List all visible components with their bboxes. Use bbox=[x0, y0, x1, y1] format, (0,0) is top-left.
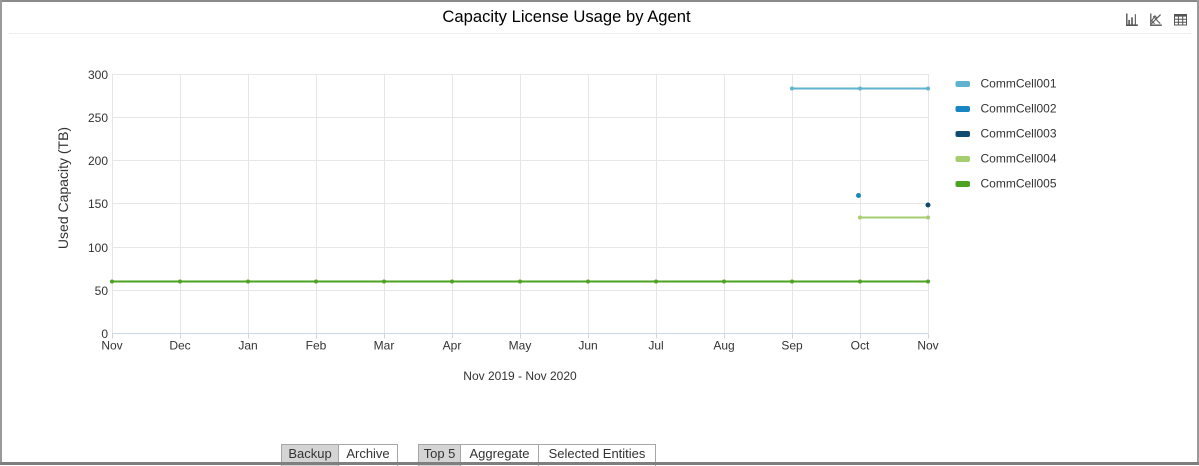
svg-text:300: 300 bbox=[88, 68, 108, 82]
svg-text:150: 150 bbox=[88, 197, 108, 211]
svg-text:50: 50 bbox=[95, 284, 109, 298]
svg-text:CommCell005: CommCell005 bbox=[981, 176, 1057, 190]
svg-text:Nov: Nov bbox=[917, 339, 938, 353]
svg-text:Jul: Jul bbox=[648, 339, 663, 353]
svg-text:200: 200 bbox=[88, 154, 108, 168]
svg-text:Used Capacity (TB): Used Capacity (TB) bbox=[55, 127, 71, 249]
svg-text:250: 250 bbox=[88, 111, 108, 125]
svg-text:Sep: Sep bbox=[781, 339, 803, 353]
svg-text:Nov 2019 - Nov 2020: Nov 2019 - Nov 2020 bbox=[463, 369, 577, 383]
svg-text:100: 100 bbox=[88, 241, 108, 255]
svg-text:CommCell002: CommCell002 bbox=[981, 101, 1057, 115]
svg-text:Dec: Dec bbox=[169, 339, 190, 353]
svg-text:CommCell003: CommCell003 bbox=[981, 126, 1057, 140]
svg-text:CommCell004: CommCell004 bbox=[981, 151, 1057, 165]
svg-text:Apr: Apr bbox=[443, 339, 462, 353]
svg-text:Oct: Oct bbox=[851, 339, 870, 353]
svg-text:CommCell001: CommCell001 bbox=[981, 76, 1057, 90]
svg-text:Mar: Mar bbox=[374, 339, 395, 353]
svg-text:Jan: Jan bbox=[238, 339, 257, 353]
svg-text:Aug: Aug bbox=[713, 339, 734, 353]
svg-text:Jun: Jun bbox=[578, 339, 597, 353]
svg-text:Nov: Nov bbox=[101, 339, 122, 353]
svg-text:0: 0 bbox=[101, 327, 108, 341]
svg-text:May: May bbox=[509, 339, 532, 353]
svg-text:Feb: Feb bbox=[306, 339, 327, 353]
